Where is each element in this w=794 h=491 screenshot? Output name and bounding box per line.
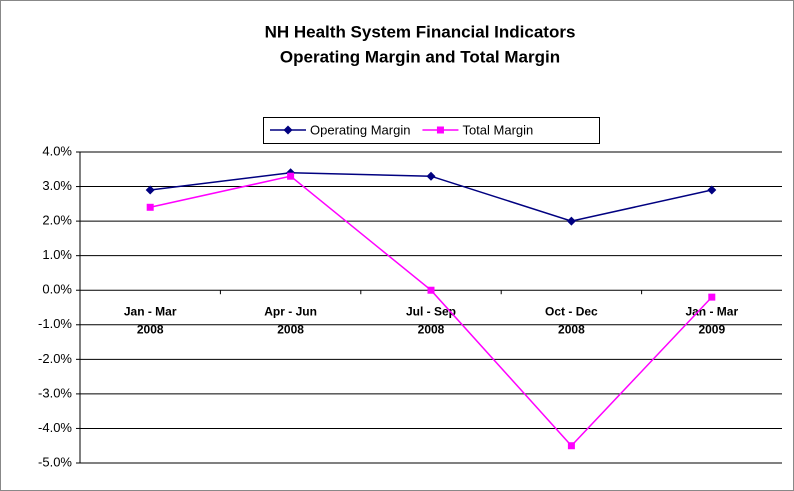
x-tick-label: 2008 [558,322,585,336]
y-tick-label: -2.0% [38,351,72,366]
y-tick-label: 2.0% [42,213,72,228]
y-tick-label: 3.0% [42,178,72,193]
y-tick-label: 0.0% [42,282,72,297]
point [427,286,435,294]
y-tick-label: -4.0% [38,420,72,435]
chart-title: NH Health System Financial Indicators [265,22,576,41]
x-tick-label: Oct - Dec [545,304,598,318]
point [426,171,436,181]
legend-label: Operating Margin [310,122,410,137]
x-tick-label: 2008 [137,322,164,336]
y-tick-label: 4.0% [42,143,72,158]
legend-marker [436,126,444,134]
y-tick-label: 1.0% [42,247,72,262]
x-tick-label: Jan - Mar [685,304,738,318]
point [707,185,717,195]
x-tick-label: 2008 [418,322,445,336]
point [146,203,154,211]
point [708,293,716,301]
chart-subtitle: Operating Margin and Total Margin [280,47,560,66]
legend-label: Total Margin [462,122,533,137]
point [287,172,295,180]
point [566,216,576,226]
point [567,442,575,450]
x-tick-label: 2009 [698,322,725,336]
x-tick-label: Jan - Mar [124,304,177,318]
x-tick-label: Jul - Sep [406,304,456,318]
point [145,185,155,195]
legend-marker [283,125,293,135]
x-tick-label: Apr - Jun [264,304,317,318]
y-tick-label: -1.0% [38,316,72,331]
x-tick-label: 2008 [277,322,304,336]
y-tick-label: -5.0% [38,454,72,469]
y-tick-label: -3.0% [38,385,72,400]
